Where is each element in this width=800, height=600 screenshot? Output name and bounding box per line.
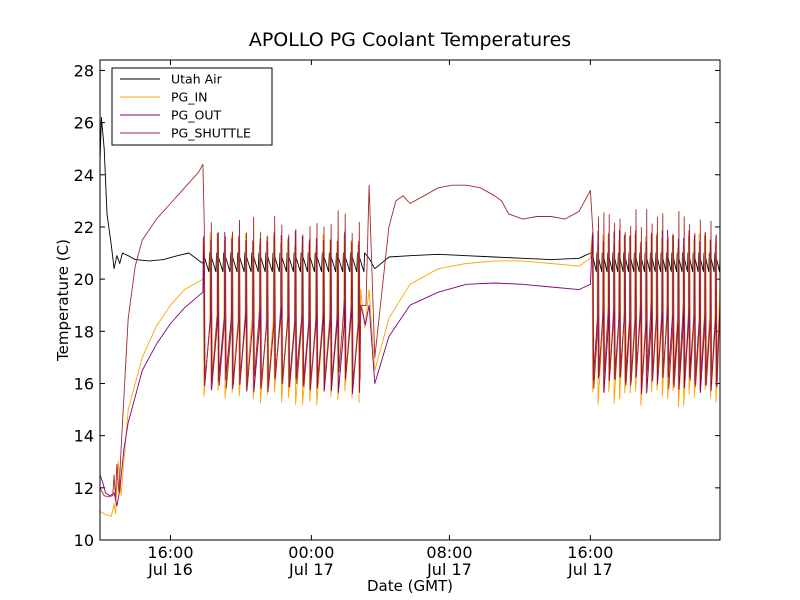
x-axis-title: Date (GMT) — [367, 577, 453, 595]
legend-label: PG_OUT — [171, 108, 221, 123]
legend: Utah Air PG_IN PG_OUT PG_SHUTTLE — [111, 67, 273, 146]
y-tick-label: 20 — [74, 270, 94, 289]
legend-label: Utah Air — [171, 72, 223, 87]
x-tick-label-date: Jul 17 — [288, 560, 334, 579]
y-tick-label: 14 — [74, 427, 94, 446]
x-tick-label-date: Jul 17 — [567, 560, 613, 579]
series-layer — [100, 116, 720, 517]
chart-title: APOLLO PG Coolant Temperatures — [249, 29, 571, 51]
y-tick-label: 12 — [74, 479, 94, 498]
y-axis-title: Temperature (C) — [54, 239, 72, 362]
y-tick-label: 26 — [74, 114, 94, 133]
y-tick-label: 22 — [74, 218, 94, 237]
legend-label: PG_SHUTTLE — [171, 126, 251, 141]
y-axis: 10 12 14 16 18 20 22 24 26 28 — [74, 61, 720, 550]
x-tick-label-time: 08:00 — [426, 543, 472, 562]
legend-box — [111, 67, 273, 146]
y-tick-label: 28 — [74, 61, 94, 80]
y-tick-label: 16 — [74, 374, 94, 393]
plot-frame — [99, 59, 721, 541]
y-tick-label: 18 — [74, 322, 94, 341]
x-tick-label-time: 16:00 — [147, 543, 193, 562]
x-tick-label-time: 16:00 — [567, 543, 613, 562]
y-tick-label: 24 — [74, 166, 94, 185]
series-line-pg-shuttle — [100, 163, 720, 499]
x-tick-label-date: Jul 17 — [426, 560, 472, 579]
x-tick-label-date: Jul 16 — [147, 560, 193, 579]
x-tick-label-time: 00:00 — [288, 543, 334, 562]
legend-label: PG_IN — [171, 90, 208, 105]
y-tick-label: 10 — [74, 531, 94, 550]
series-line-pg-in — [100, 232, 720, 517]
